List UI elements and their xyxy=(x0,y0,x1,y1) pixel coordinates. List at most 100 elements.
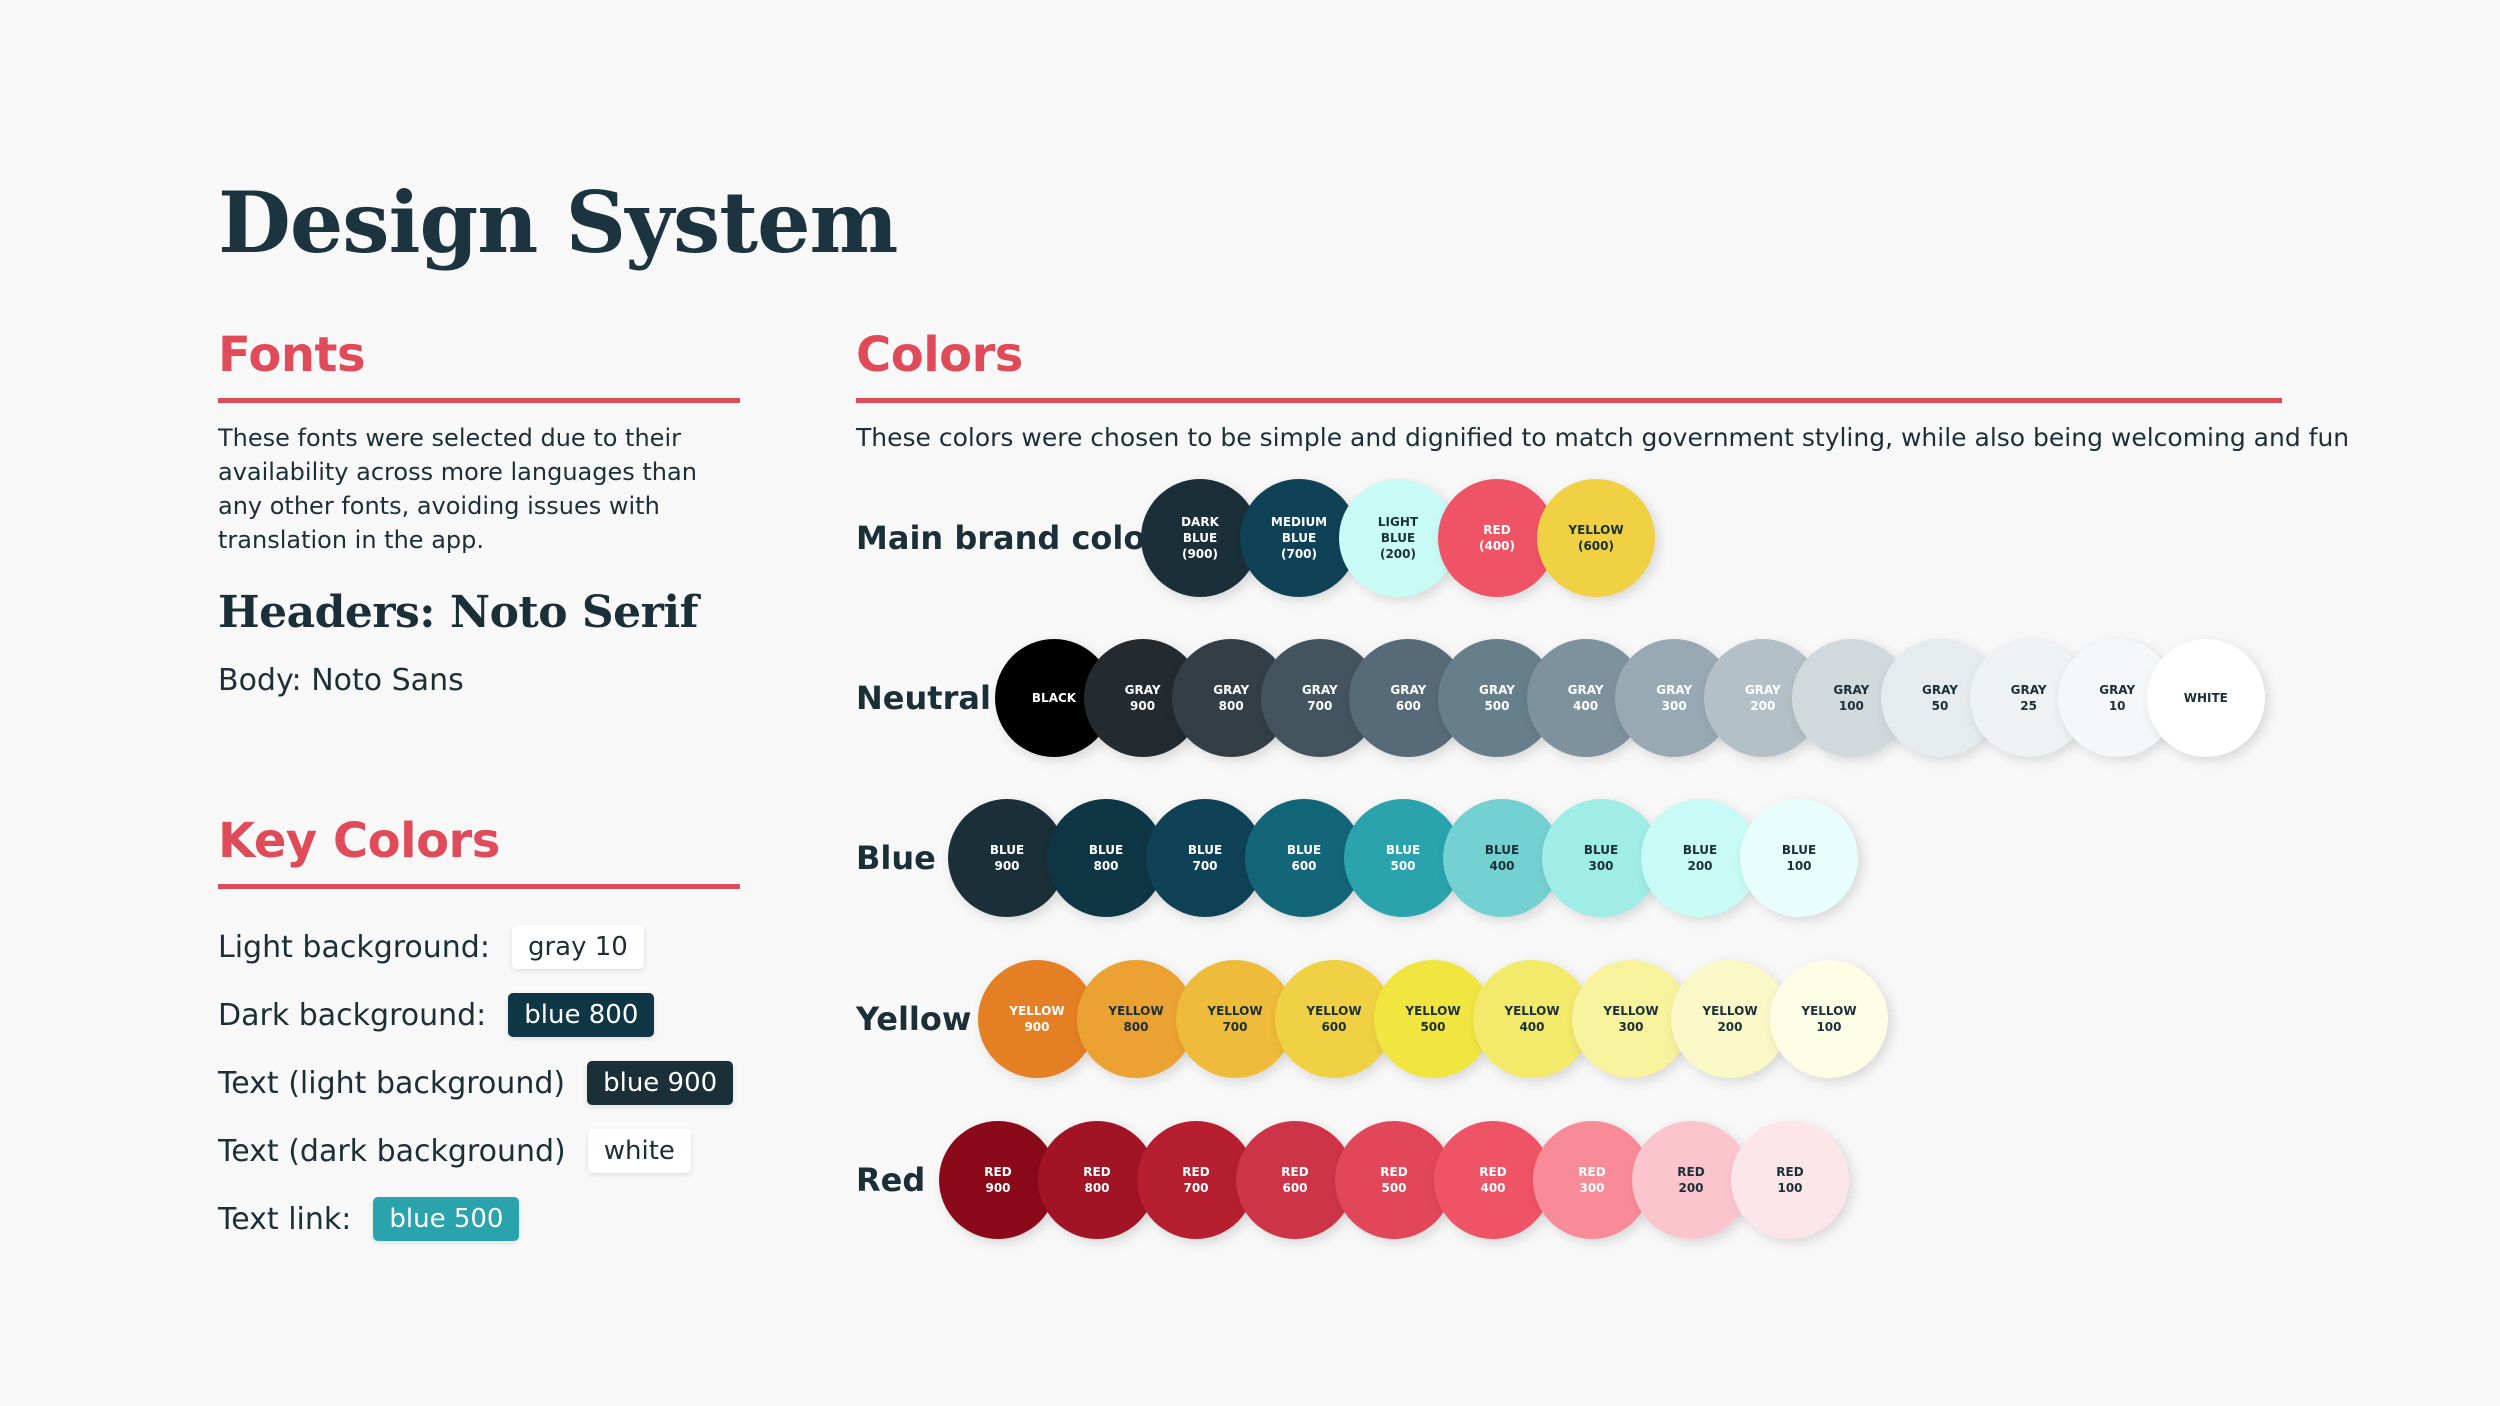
color-swatch: RED 700 xyxy=(1137,1121,1255,1239)
color-swatch-label: GRAY 500 xyxy=(1479,683,1515,713)
fonts-heading: Fonts xyxy=(218,327,366,383)
color-swatch-label: GRAY 10 xyxy=(2099,683,2136,713)
color-swatch: RED (400) xyxy=(1438,479,1556,597)
key-color-row: Dark background: blue 800 xyxy=(218,981,740,1049)
color-swatch-label: YELLOW 400 xyxy=(1504,1004,1560,1034)
color-swatch-label: GRAY 100 xyxy=(1833,683,1870,713)
color-swatch-label: RED 400 xyxy=(1479,1165,1507,1195)
color-swatch-label: RED 900 xyxy=(984,1165,1012,1195)
color-swatch-label: GRAY 800 xyxy=(1213,683,1250,713)
color-swatch-label: GRAY 25 xyxy=(2010,683,2047,713)
color-swatch: YELLOW 700 xyxy=(1176,960,1294,1078)
key-color-chip: white xyxy=(587,1129,691,1173)
key-color-row: Text (light background) blue 900 xyxy=(218,1049,740,1117)
color-swatch: RED 600 xyxy=(1236,1121,1354,1239)
color-swatch: RED 800 xyxy=(1038,1121,1156,1239)
key-color-label: Text link: xyxy=(218,1201,352,1237)
palette-row-label: Red xyxy=(856,1161,926,1199)
color-swatch-label: BLUE 700 xyxy=(1187,843,1223,873)
key-colors-heading: Key Colors xyxy=(218,813,500,869)
color-swatch: WHITE xyxy=(2146,639,2265,757)
color-swatch: RED 200 xyxy=(1632,1121,1750,1239)
color-swatch: YELLOW 100 xyxy=(1770,960,1888,1078)
key-color-chip: blue 800 xyxy=(508,993,655,1037)
color-swatch-label: WHITE xyxy=(2183,691,2228,705)
key-color-chip: gray 10 xyxy=(511,925,644,969)
key-color-label: Light background: xyxy=(218,929,490,965)
color-swatch: RED 500 xyxy=(1335,1121,1453,1239)
palette-row-label: Blue xyxy=(856,839,936,877)
color-swatch-label: BLUE 600 xyxy=(1286,843,1322,873)
color-swatch-label: LIGHT BLUE (200) xyxy=(1377,515,1419,561)
color-swatch: YELLOW 900 xyxy=(978,960,1096,1078)
color-swatch-label: BLUE 300 xyxy=(1583,843,1619,873)
headers-font-sample: Headers: Noto Serif xyxy=(218,587,699,638)
palette-row-label: Neutral xyxy=(856,679,991,717)
color-swatch: DARK BLUE (900) xyxy=(1141,479,1259,597)
key-color-row: Light background: gray 10 xyxy=(218,913,740,981)
color-swatch-label: RED 500 xyxy=(1380,1165,1408,1195)
color-swatch-label: GRAY 600 xyxy=(1390,683,1427,713)
color-swatch: YELLOW 200 xyxy=(1671,960,1789,1078)
color-swatch: BLUE 500 xyxy=(1344,799,1462,917)
colors-description: These colors were chosen to be simple an… xyxy=(856,423,2350,452)
color-swatch-label: BLUE 200 xyxy=(1682,843,1718,873)
color-swatch-label: BLUE 800 xyxy=(1088,843,1124,873)
color-swatch: RED 900 xyxy=(939,1121,1057,1239)
key-color-label: Text (light background) xyxy=(218,1065,566,1101)
key-color-chip: blue 500 xyxy=(373,1197,520,1241)
color-swatch: BLUE 600 xyxy=(1245,799,1363,917)
color-swatch: BLUE 400 xyxy=(1443,799,1561,917)
color-swatch-label: YELLOW 600 xyxy=(1306,1004,1362,1034)
color-swatch-label: YELLOW 700 xyxy=(1207,1004,1263,1034)
colors-section: Colors These colors were chosen to be si… xyxy=(856,320,2350,455)
color-swatch-label: DARK BLUE (900) xyxy=(1181,515,1219,561)
colors-heading: Colors xyxy=(856,327,1023,383)
colors-divider xyxy=(856,398,2282,403)
body-font-sample: Body: Noto Sans xyxy=(218,663,464,698)
color-swatch: BLUE 100 xyxy=(1740,799,1858,917)
key-colors-section: Key Colors Light background: gray 10 Dar… xyxy=(218,806,740,1253)
key-color-row: Text (dark background) white xyxy=(218,1117,740,1185)
color-swatch: MEDIUM BLUE (700) xyxy=(1240,479,1358,597)
color-swatch-label: RED 200 xyxy=(1677,1165,1705,1195)
color-swatch: BLUE 900 xyxy=(948,799,1066,917)
color-swatch-label: BLUE 500 xyxy=(1385,843,1421,873)
color-swatch-label: YELLOW (600) xyxy=(1568,523,1624,553)
color-swatch-label: BLUE 900 xyxy=(989,843,1025,873)
color-swatch-label: RED 100 xyxy=(1776,1165,1804,1195)
fonts-divider xyxy=(218,398,740,403)
color-swatch: BLUE 300 xyxy=(1542,799,1660,917)
color-swatch-label: GRAY 400 xyxy=(1567,683,1604,713)
fonts-description: These fonts were selected due to their a… xyxy=(218,424,697,554)
color-swatch-label: GRAY 900 xyxy=(1124,683,1161,713)
page-title: Design System xyxy=(218,173,898,272)
color-swatch: RED 300 xyxy=(1533,1121,1651,1239)
color-swatch: YELLOW 600 xyxy=(1275,960,1393,1078)
color-swatch-label: YELLOW 100 xyxy=(1801,1004,1857,1034)
color-swatch-label: BLUE 400 xyxy=(1484,843,1520,873)
color-swatch-label: RED 800 xyxy=(1083,1165,1111,1195)
key-colors-divider xyxy=(218,884,740,889)
color-swatch: RED 400 xyxy=(1434,1121,1552,1239)
color-swatch-label: YELLOW 500 xyxy=(1405,1004,1461,1034)
color-swatch: BLUE 200 xyxy=(1641,799,1759,917)
color-swatch-label: GRAY 300 xyxy=(1656,683,1693,713)
color-swatch: YELLOW 500 xyxy=(1374,960,1492,1078)
color-swatch-label: YELLOW 200 xyxy=(1702,1004,1758,1034)
color-swatch-label: RED (400) xyxy=(1478,523,1516,553)
key-color-label: Text (dark background) xyxy=(218,1133,566,1169)
color-swatch-label: YELLOW 300 xyxy=(1603,1004,1659,1034)
color-swatch: YELLOW 300 xyxy=(1572,960,1690,1078)
color-swatch-label: GRAY 200 xyxy=(1744,683,1781,713)
color-swatch-label: YELLOW 900 xyxy=(1009,1004,1065,1034)
color-swatch-label: RED 600 xyxy=(1281,1165,1309,1195)
color-swatch-label: RED 300 xyxy=(1578,1165,1606,1195)
color-swatch: LIGHT BLUE (200) xyxy=(1339,479,1457,597)
color-swatch-label: BLACK xyxy=(1031,691,1077,705)
color-swatch: YELLOW 400 xyxy=(1473,960,1591,1078)
color-swatch-label: MEDIUM BLUE (700) xyxy=(1270,515,1328,561)
fonts-section: Fonts These fonts were selected due to t… xyxy=(218,320,740,703)
key-colors-list: Light background: gray 10 Dark backgroun… xyxy=(218,913,740,1253)
color-swatch-label: GRAY 50 xyxy=(1922,683,1958,713)
